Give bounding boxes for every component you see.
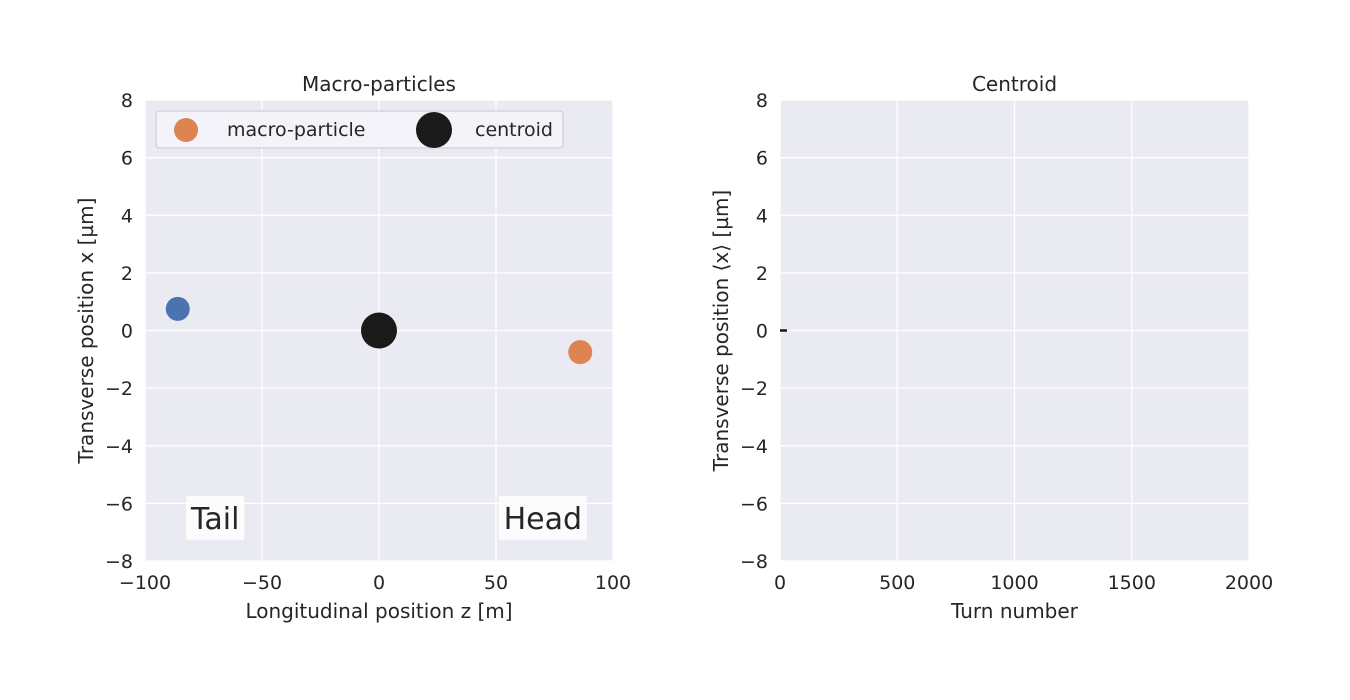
y-tick-label: −2	[740, 378, 768, 400]
y-tick-label: 8	[756, 90, 768, 112]
y-tick-label: 6	[121, 148, 133, 170]
y-tick-label: 4	[121, 205, 133, 227]
gridlines	[779, 99, 1250, 562]
y-tick-label: 0	[756, 321, 768, 343]
y-axis-label: Transverse position x [µm]	[74, 198, 98, 465]
x-tick-label: 1500	[1108, 572, 1156, 594]
y-tick-label: −4	[740, 436, 768, 458]
legend-label-macro-particle: macro-particle	[227, 119, 365, 141]
legend-marker-centroid	[416, 112, 452, 148]
chart-title: Macro-particles	[302, 72, 456, 96]
centroid-point	[361, 312, 397, 349]
centroid-plot: 0 500 1000 1500 2000 −8 −6 −4 −2 0 2 4 6 8 Centroid Tur…	[709, 72, 1273, 623]
annotation-box	[498, 495, 587, 540]
x-axis-label: Longitudinal position z [m]	[245, 599, 512, 623]
x-axis-label: Turn number	[950, 599, 1079, 623]
legend: macro-particle centroid	[155, 110, 564, 149]
y-tick-label: 6	[756, 148, 768, 170]
legend-bg	[157, 112, 562, 147]
macro-particles-plot: −100 −50 0 50 100 −8 −6 −4 −2 0 2 4 6 8 Macro-particle…	[74, 72, 631, 623]
annotation-head: Head	[498, 495, 587, 540]
legend-marker-macro-particle	[174, 118, 198, 142]
tail-particle-point	[165, 296, 190, 321]
annotation-label: Tail	[190, 502, 239, 537]
legend-label-centroid: centroid	[475, 119, 553, 141]
y-tick-label: −8	[740, 551, 768, 573]
y-tick-label: 2	[756, 263, 768, 285]
y-tick-label: −6	[740, 493, 768, 515]
annotation-tail: Tail	[186, 495, 245, 540]
y-tick-label: −4	[105, 436, 133, 458]
x-tick-label: 2000	[1225, 572, 1273, 594]
x-tick-label: 100	[595, 572, 631, 594]
chart-title: Centroid	[972, 72, 1057, 96]
head-particle-point	[568, 340, 593, 365]
x-tick-label: 0	[373, 572, 385, 594]
x-tick-label: 50	[484, 572, 508, 594]
y-tick-label: −2	[105, 378, 133, 400]
annotation-label: Head	[504, 502, 582, 537]
y-tick-label: 8	[121, 90, 133, 112]
x-tick-label: −100	[119, 572, 171, 594]
y-axis-label: Transverse position ⟨x⟩ [µm]	[709, 190, 733, 472]
y-tick-label: −6	[105, 493, 133, 515]
x-tick-label: −50	[242, 572, 282, 594]
x-tick-label: 500	[879, 572, 915, 594]
y-tick-label: 0	[121, 321, 133, 343]
y-tick-label: 2	[121, 263, 133, 285]
annotation-box	[186, 495, 245, 540]
y-tick-label: 4	[756, 205, 768, 227]
x-tick-label: 1000	[990, 572, 1038, 594]
x-tick-label: 0	[774, 572, 786, 594]
y-tick-label: −8	[105, 551, 133, 573]
